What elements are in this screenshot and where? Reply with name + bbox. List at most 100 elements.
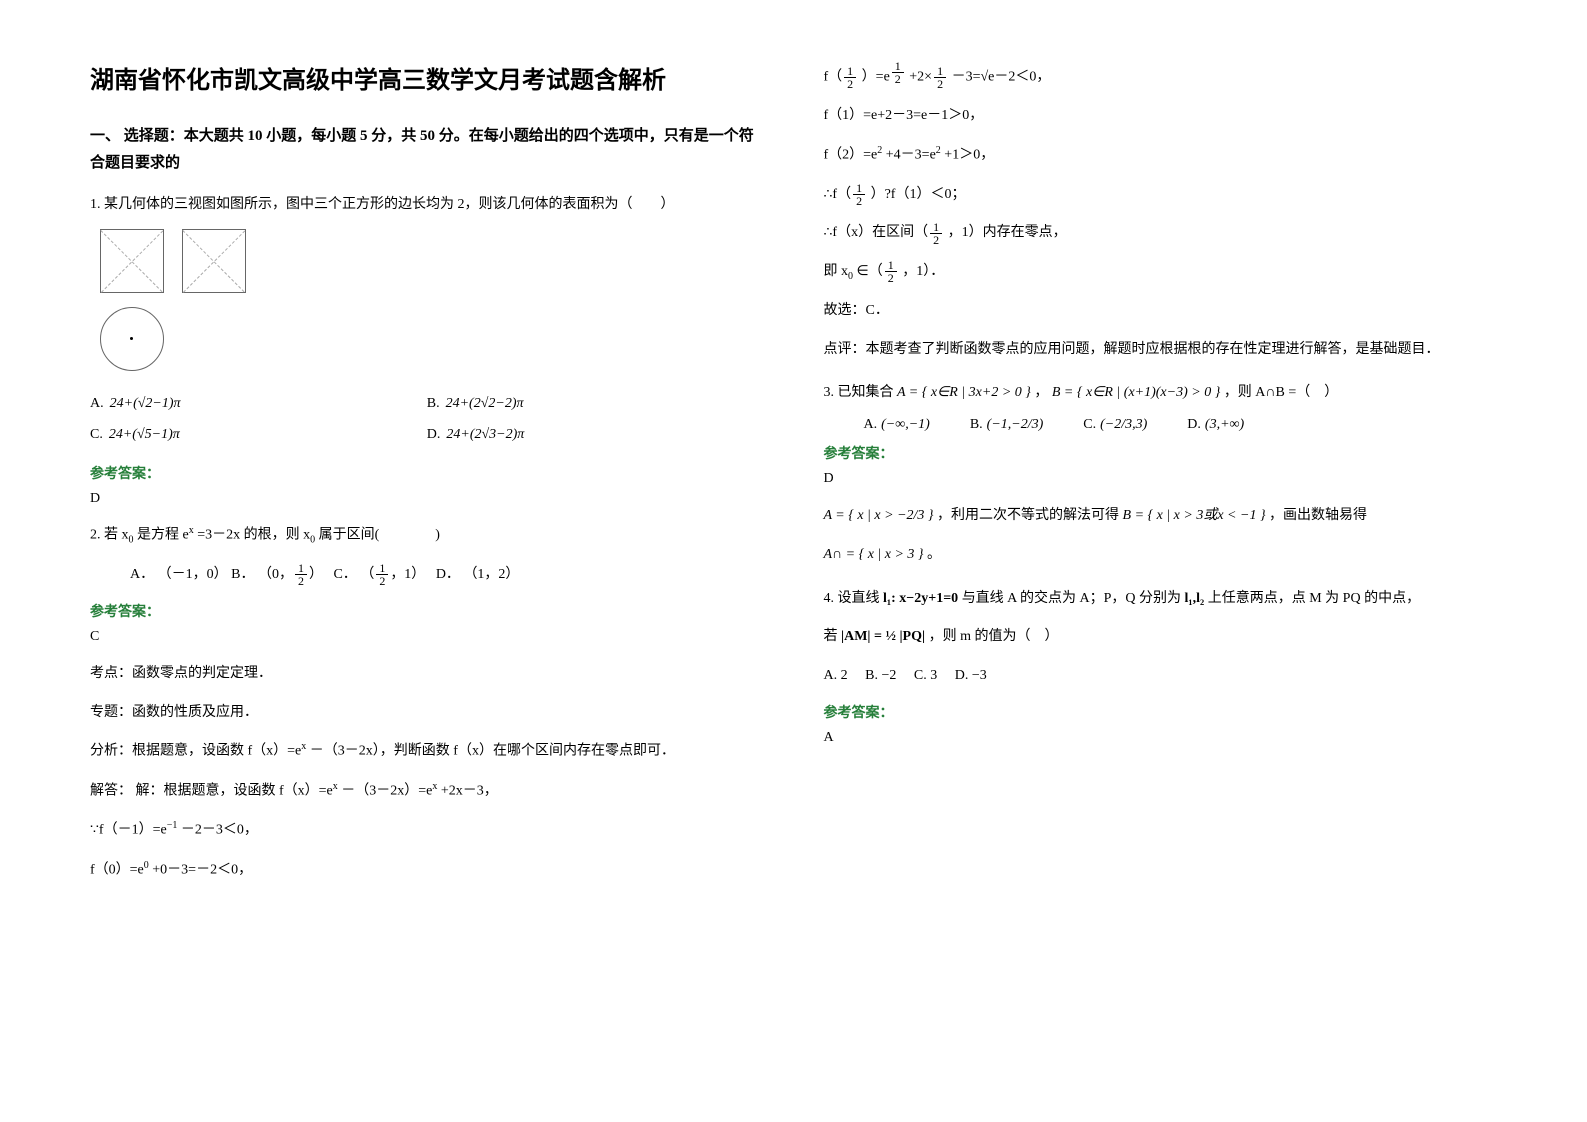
q2-l3a: 分析：根据题意，设函数 f（x）=e	[90, 744, 301, 759]
c2-l7d: －3=√e－2＜0，	[952, 69, 1051, 84]
q3-setA: A = { x∈R | 3x+2 > 0 }	[897, 385, 1031, 400]
q2-work-l1: 考点：函数零点的判定定理．	[90, 659, 764, 690]
page-title: 湖南省怀化市凯文高级中学高三数学文月考试题含解析	[90, 60, 764, 95]
q3-optB: B. (−1,−2/3)	[970, 417, 1043, 433]
q2-work-l2: 专题：函数的性质及应用．	[90, 698, 764, 729]
c2-l10: ∴f（12 ）?f（1）＜0；	[824, 180, 1498, 211]
q2-l5a: ∵f（－1）=e	[90, 823, 167, 838]
q2-l3b: －（3－2x），判断函数 f（x）在哪个区间内存在零点即可．	[310, 744, 675, 759]
optA-label: A.	[90, 389, 104, 420]
q3-sa: 3. 已知集合	[824, 385, 898, 400]
q3-optD: D. (3,+∞)	[1187, 417, 1244, 433]
q1-diagram-row	[100, 229, 764, 293]
q3-optC-label: C.	[1083, 417, 1096, 433]
optC-math: 24+(√5−1)π	[109, 420, 180, 451]
right-column: f（12 ）=e12 +2×12 －3=√e－2＜0， f（1）=e+2－3=e…	[824, 60, 1498, 894]
optD-math: 24+(2√3−2)π	[446, 420, 524, 451]
q2-work-l5: ∵f（－1）=e−1 －2－3＜0，	[90, 815, 764, 846]
q4-optC: C. 3	[914, 668, 937, 683]
c2-l11a: ∴f（x）在区间（	[824, 225, 929, 240]
q1-optA: A. 24+(√2−1)π	[90, 389, 427, 420]
q3-w1a: A = { x | x > −2/3 }	[824, 508, 934, 523]
q3-w2b: 。	[927, 547, 941, 562]
q3-w1c: B = { x | x > 3或x < −1 }	[1123, 508, 1266, 523]
q4-ca: 若	[824, 629, 842, 644]
q2-optA-label: A．	[130, 567, 154, 582]
c2-l10b: ）?f（1）＜0；	[871, 187, 966, 202]
q3-work1: A = { x | x > −2/3 } ，利用二次不等式的解法可得 B = {…	[824, 501, 1498, 532]
c2-l9b: +4－3=e	[886, 148, 936, 163]
q4-sa: 4. 设直线	[824, 591, 884, 606]
optD-label: D.	[427, 420, 441, 451]
c2-l7a: f（	[824, 69, 843, 84]
q3-optB-v: (−1,−2/3)	[987, 417, 1044, 433]
q3-w2: A∩ = { x | x > 3 }	[824, 547, 924, 562]
q2-optC-label: C．	[333, 567, 356, 582]
q2-s3: =3－2x 的根，则 x	[197, 527, 310, 542]
q2-optB-pre: （0，	[258, 567, 293, 582]
q1-optB: B. 24+(2√2−2)π	[427, 389, 764, 420]
q3-w1b: ，利用二次不等式的解法可得	[937, 508, 1123, 523]
c2-l7c: +2×	[909, 69, 932, 84]
q3-optD-v: (3,+∞)	[1205, 417, 1244, 433]
c2-l7: f（12 ）=e12 +2×12 －3=√e－2＜0，	[824, 60, 1498, 93]
q3-optC: C. (−2/3,3)	[1083, 417, 1147, 433]
q3-optB-label: B.	[970, 417, 983, 433]
q1-optC: C. 24+(√5−1)π	[90, 420, 427, 451]
front-view-icon	[100, 229, 164, 293]
q2-optC-pre: （	[360, 567, 374, 582]
c2-l7b: ）=e	[862, 69, 890, 84]
q3-tail: ，则 A∩B =（ ）	[1224, 385, 1338, 400]
c2-l13: 故选：C．	[824, 296, 1498, 327]
c2-l12: 即 x0 ∈（12 ，1）．	[824, 257, 1498, 288]
q2-l5b: －2－3＜0，	[181, 823, 258, 838]
q2-optC-post: ，1）	[390, 567, 425, 582]
q4-stem: 4. 设直线 l₁: x−2y+1=0 与直线 A 的交点为 A；P，Q 分别为…	[824, 585, 1498, 613]
q3-stem: 3. 已知集合 A = { x∈R | 3x+2 > 0 } ， B = { x…	[824, 379, 1498, 407]
q3-optA: A. (−∞,−1)	[864, 417, 930, 433]
q1-answer: D	[90, 491, 764, 507]
q2-s2: 是方程 e	[137, 527, 189, 542]
q2-l4b: －（3－2x）=e	[341, 784, 432, 799]
q2-optA: （－1，0）	[158, 567, 228, 582]
q4-answer-label: 参考答案：	[824, 702, 1498, 722]
q4-cb: ，则 m 的值为（ ）	[929, 629, 1059, 644]
q2-l4c: +2x－3，	[441, 784, 498, 799]
optA-math: 24+(√2−1)π	[110, 389, 181, 420]
q1-options: A. 24+(√2−1)π B. 24+(2√2−2)π C. 24+(√5−1…	[90, 389, 764, 451]
c2-l12a: 即 x	[824, 264, 849, 279]
q2-work-l3: 分析：根据题意，设函数 f（x）=ex －（3－2x），判断函数 f（x）在哪个…	[90, 736, 764, 767]
q3-mid: ，	[1034, 385, 1048, 400]
q4-optA: A. 2	[824, 668, 848, 683]
q4-sc: 上任意两点，点 M 为 PQ 的中点，	[1208, 591, 1420, 606]
q4-optB: B. −2	[865, 668, 896, 683]
q2-optD-label: D．	[436, 567, 460, 582]
q4-cond: 若 |AM| = ½ |PQ| ，则 m 的值为（ ）	[824, 623, 1498, 651]
side-view-icon	[182, 229, 246, 293]
c2-l10a: ∴f（	[824, 187, 852, 202]
optB-math: 24+(2√2−2)π	[446, 389, 524, 420]
q2-options: A． （－1，0） B． （0，12） C． （12，1） D． （1，2）	[130, 560, 764, 591]
q3-answer-label: 参考答案：	[824, 443, 1498, 463]
q4-sb: 与直线 A 的交点为 A；P，Q 分别为	[962, 591, 1185, 606]
q4-options: A. 2 B. −2 C. 3 D. −3	[824, 661, 1498, 692]
c2-l9a: f（2）=e	[824, 148, 878, 163]
c2-l9: f（2）=e2 +4－3=e2 +1＞0，	[824, 140, 1498, 171]
q3-optA-label: A.	[864, 417, 878, 433]
c2-l12b: ∈（	[857, 264, 883, 279]
q4-answer: A	[824, 730, 1498, 746]
q2-s4: 属于区间( )	[319, 527, 440, 542]
q2-l4a: 解答： 解：根据题意，设函数 f（x）=e	[90, 784, 333, 799]
q2-stem: 2. 若 x0 是方程 ex =3－2x 的根，则 x0 属于区间( )	[90, 521, 764, 550]
q3-optC-v: (−2/3,3)	[1100, 417, 1147, 433]
q3-optA-v: (−∞,−1)	[881, 417, 930, 433]
c2-l8: f（1）=e+2－3=e－1＞0，	[824, 101, 1498, 132]
q4-optD: D. −3	[955, 668, 987, 683]
q4-cond-v: |AM| = ½ |PQ|	[841, 629, 925, 644]
q1-stem: 1. 某几何体的三视图如图所示，图中三个正方形的边长均为 2，则该几何体的表面积…	[90, 191, 764, 219]
c2-l14: 点评：本题考查了判断函数零点的应用问题，解题时应根据根的存在性定理进行解答，是基…	[824, 335, 1498, 366]
c2-l11b: ，1）内存在零点，	[948, 225, 1067, 240]
q2-l6a: f（0）=e	[90, 862, 144, 877]
q2-s1: 2. 若 x	[90, 527, 129, 542]
q3-optD-label: D.	[1187, 417, 1201, 433]
